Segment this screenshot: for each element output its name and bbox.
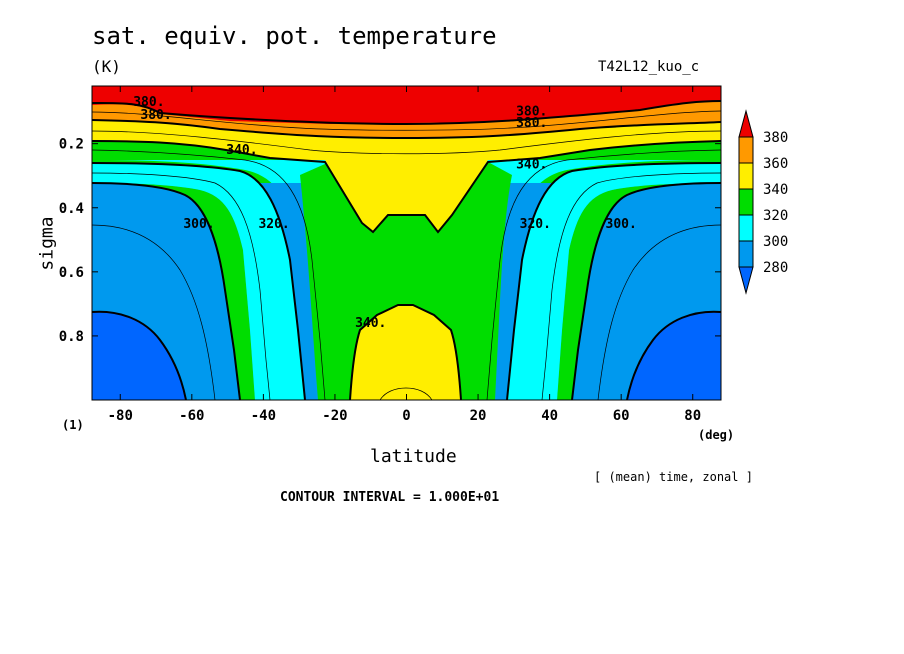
averaging-note: [ (mean) time, zonal ] <box>594 470 753 484</box>
contour-label: 300. <box>606 217 637 232</box>
y-tick-label: 0.2 <box>59 137 84 153</box>
contour-label: 380. <box>516 105 547 120</box>
contour-330 <box>92 149 326 400</box>
contour-320-right <box>506 162 721 400</box>
colorbar-label: 380 <box>763 130 788 146</box>
contour-label: 320. <box>520 217 551 232</box>
x-tick-label: -20 <box>322 408 347 424</box>
colorbar-band <box>738 136 754 164</box>
x-tick-label: 80 <box>684 408 701 424</box>
x-tick-label: 20 <box>470 408 487 424</box>
contour-330-right <box>486 149 721 400</box>
contour-280-left <box>92 310 187 400</box>
x-axis-title: latitude <box>370 446 457 467</box>
y-tick-label: 0.6 <box>59 265 84 281</box>
x-tick-label: -40 <box>251 408 276 424</box>
contour-label: 300. <box>183 217 214 232</box>
fill-340-360-lower <box>350 305 461 400</box>
colorbar-label: 360 <box>763 156 788 172</box>
colorbar: 280 300 320 340 360 380 <box>738 109 788 295</box>
contour-280-right <box>626 310 721 400</box>
y-tick-label: 0.4 <box>59 201 84 217</box>
contour-interval-note: CONTOUR INTERVAL = 1.000E+01 <box>280 490 500 505</box>
fill-340-360-center <box>325 160 488 232</box>
x-tick-label: 60 <box>613 408 630 424</box>
colorbar-label: 300 <box>763 234 788 250</box>
x-tick-label: 0 <box>402 408 410 424</box>
fill-lt280-right <box>627 311 721 400</box>
x-tick-label: -80 <box>108 408 133 424</box>
contour-340 <box>92 140 721 234</box>
contour-290-right <box>597 224 721 400</box>
contour-300-left <box>92 182 241 400</box>
contour-lines <box>92 100 721 400</box>
contour-label: 340. <box>516 158 547 173</box>
x-tick-label: -60 <box>179 408 204 424</box>
colorbar-band <box>738 240 754 268</box>
y-axis: 0.2 0.4 0.6 0.8 <box>59 137 721 345</box>
y-units-label: (1) <box>62 418 84 432</box>
y-tick-label: 0.8 <box>59 329 84 345</box>
units-label: (K) <box>92 57 121 76</box>
colorbar-extend-min <box>738 266 754 295</box>
contour-340-lower <box>349 304 462 400</box>
contour-300-right <box>571 182 721 400</box>
fill-lt280-left <box>92 311 186 400</box>
colorbar-band <box>738 162 754 190</box>
contour-labels: 380.380.340.300. 320.340.380.380.340.320.… <box>133 95 637 331</box>
contour-380 <box>92 100 721 126</box>
contour-310-left <box>92 172 271 400</box>
x-axis: -80 -60 -40 -20 0 20 40 60 80 <box>108 86 701 424</box>
contour-label: 320. <box>258 217 289 232</box>
colorbar-band <box>738 188 754 216</box>
contour-label: 380. <box>133 95 164 110</box>
chart-title: sat. equiv. pot. temperature <box>92 22 497 50</box>
contour-350 <box>92 130 721 155</box>
contour-label: 340. <box>226 143 257 158</box>
colorbar-label: 280 <box>763 260 788 276</box>
colorbar-band <box>738 214 754 242</box>
colorbar-label: 320 <box>763 208 788 224</box>
colorbar-extend-max <box>738 109 754 138</box>
fill-320-340-core <box>300 162 512 400</box>
x-units-label: (deg) <box>698 428 735 442</box>
contour-290-left <box>92 224 216 400</box>
fill-300-320-left <box>92 163 305 400</box>
contour-label: 380. <box>140 108 171 123</box>
colorbar-label: 340 <box>763 182 788 198</box>
contour-370 <box>92 110 721 131</box>
contour-350-bottom <box>379 387 433 400</box>
contour-fills: 380.380.340.300. 320.340.380.380.340.320.… <box>92 86 721 400</box>
y-axis-title: sigma <box>36 216 58 271</box>
x-tick-label: 40 <box>541 408 558 424</box>
contour-320-left <box>92 162 306 400</box>
contour-360 <box>92 119 721 140</box>
fill-300-320-right <box>507 163 721 400</box>
run-id-label: T42L12_kuo_c <box>598 59 700 75</box>
contour-310-right <box>541 172 721 400</box>
contour-label: 380. <box>516 116 547 131</box>
contour-label: 340. <box>355 316 386 331</box>
